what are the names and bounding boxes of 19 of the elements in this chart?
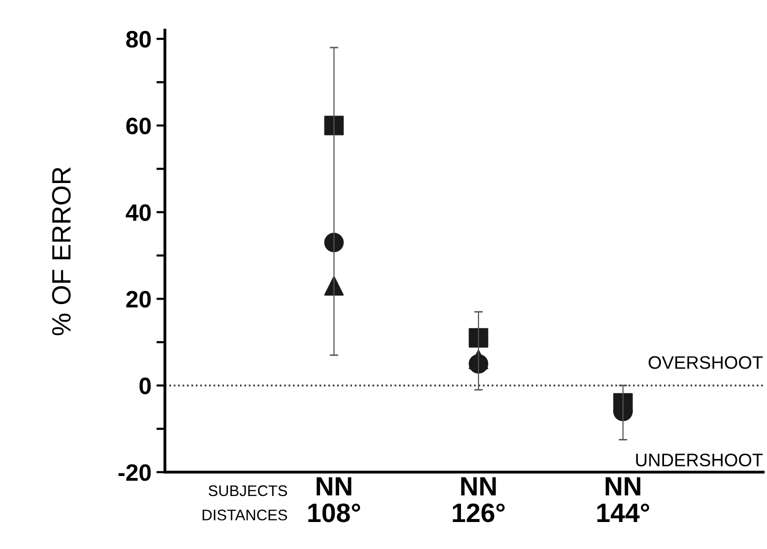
point bbox=[613, 393, 633, 413]
y-axis-title: % OF ERROR bbox=[52, 167, 71, 336]
y-tick-label: 40 bbox=[126, 204, 151, 221]
annotation: UNDERSHOOT bbox=[636, 454, 763, 466]
point bbox=[324, 116, 344, 136]
y-tick-label: 0 bbox=[140, 378, 151, 394]
point bbox=[468, 328, 488, 348]
y-tick-label: 80 bbox=[126, 30, 151, 48]
annotation: OVERSHOOT bbox=[648, 356, 763, 369]
y-tick-label: -20 bbox=[118, 464, 151, 481]
text: SUBJECTS bbox=[208, 485, 288, 496]
y-tick-label: 60 bbox=[126, 118, 151, 134]
y-tick-label: 20 bbox=[126, 290, 151, 308]
text: DISTANCES bbox=[202, 510, 288, 520]
point bbox=[324, 232, 344, 252]
x-tick-label: NN 126° bbox=[452, 477, 505, 522]
x-tick-label: NN 144° bbox=[597, 477, 650, 522]
x-tick-label: NN 108° bbox=[308, 477, 360, 522]
point bbox=[468, 354, 488, 374]
